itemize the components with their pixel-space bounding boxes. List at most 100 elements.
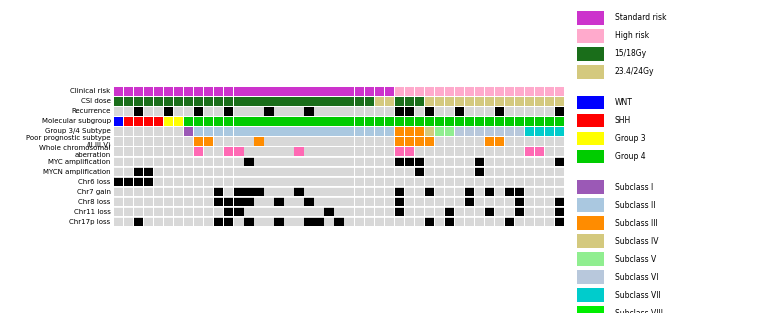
- Bar: [134, 97, 143, 106]
- Bar: [114, 117, 123, 126]
- Bar: [245, 207, 253, 216]
- Bar: [144, 137, 154, 146]
- Bar: [455, 117, 464, 126]
- Bar: [485, 137, 494, 146]
- Bar: [234, 127, 244, 136]
- Text: MYCN amplification: MYCN amplification: [43, 168, 111, 175]
- Bar: [475, 127, 484, 136]
- Bar: [555, 177, 564, 186]
- Bar: [375, 217, 383, 226]
- Bar: [114, 117, 123, 126]
- Bar: [234, 167, 244, 176]
- Bar: [415, 87, 424, 96]
- Bar: [354, 97, 364, 106]
- Bar: [555, 117, 564, 126]
- Bar: [254, 137, 263, 146]
- Bar: [425, 117, 434, 126]
- Bar: [455, 207, 464, 216]
- Bar: [385, 97, 394, 106]
- Bar: [274, 87, 284, 96]
- Bar: [295, 127, 303, 136]
- Bar: [576, 306, 604, 313]
- Bar: [375, 177, 383, 186]
- Bar: [295, 187, 303, 196]
- Bar: [304, 127, 314, 136]
- Bar: [535, 107, 544, 116]
- Bar: [254, 167, 263, 176]
- Bar: [515, 107, 524, 116]
- Bar: [264, 197, 274, 206]
- Bar: [194, 137, 203, 146]
- Bar: [194, 107, 203, 116]
- Bar: [365, 137, 374, 146]
- Bar: [445, 117, 454, 126]
- Bar: [425, 147, 434, 156]
- Bar: [194, 117, 203, 126]
- Bar: [465, 197, 474, 206]
- Bar: [405, 137, 414, 146]
- Bar: [164, 197, 173, 206]
- Bar: [394, 157, 404, 166]
- Bar: [505, 197, 514, 206]
- Bar: [385, 137, 394, 146]
- Bar: [134, 137, 143, 146]
- Bar: [425, 87, 434, 96]
- Bar: [455, 87, 464, 96]
- Bar: [415, 137, 424, 146]
- Bar: [344, 217, 354, 226]
- Bar: [365, 147, 374, 156]
- Bar: [295, 157, 303, 166]
- Bar: [304, 87, 314, 96]
- Bar: [475, 117, 484, 126]
- Bar: [224, 97, 234, 106]
- Bar: [124, 137, 133, 146]
- Bar: [134, 87, 143, 96]
- Bar: [154, 187, 163, 196]
- Bar: [365, 117, 374, 126]
- Bar: [555, 187, 564, 196]
- Bar: [545, 97, 554, 106]
- Bar: [154, 137, 163, 146]
- Bar: [274, 97, 284, 106]
- Bar: [194, 187, 203, 196]
- Bar: [434, 187, 444, 196]
- Bar: [465, 167, 474, 176]
- Bar: [545, 207, 554, 216]
- Bar: [505, 177, 514, 186]
- Bar: [375, 87, 383, 96]
- Bar: [264, 167, 274, 176]
- Bar: [425, 127, 434, 136]
- Text: Subclass IV: Subclass IV: [615, 237, 658, 245]
- Bar: [325, 87, 334, 96]
- Bar: [254, 87, 263, 96]
- Bar: [415, 87, 424, 96]
- Bar: [535, 157, 544, 166]
- Bar: [144, 197, 154, 206]
- Bar: [314, 147, 324, 156]
- Bar: [465, 87, 474, 96]
- Bar: [475, 87, 484, 96]
- Bar: [124, 157, 133, 166]
- Bar: [134, 87, 143, 96]
- Bar: [264, 107, 274, 116]
- Text: Subclass I: Subclass I: [615, 182, 653, 192]
- Bar: [295, 167, 303, 176]
- Bar: [285, 127, 293, 136]
- Bar: [415, 157, 424, 166]
- Bar: [335, 97, 343, 106]
- Bar: [375, 207, 383, 216]
- Bar: [515, 137, 524, 146]
- Bar: [164, 107, 173, 116]
- Bar: [524, 97, 534, 106]
- Bar: [274, 197, 284, 206]
- Bar: [245, 97, 253, 106]
- Bar: [405, 177, 414, 186]
- Bar: [234, 197, 244, 206]
- Bar: [304, 167, 314, 176]
- Bar: [264, 147, 274, 156]
- Bar: [505, 207, 514, 216]
- Bar: [455, 177, 464, 186]
- Bar: [405, 117, 414, 126]
- Bar: [264, 107, 274, 116]
- Bar: [194, 87, 203, 96]
